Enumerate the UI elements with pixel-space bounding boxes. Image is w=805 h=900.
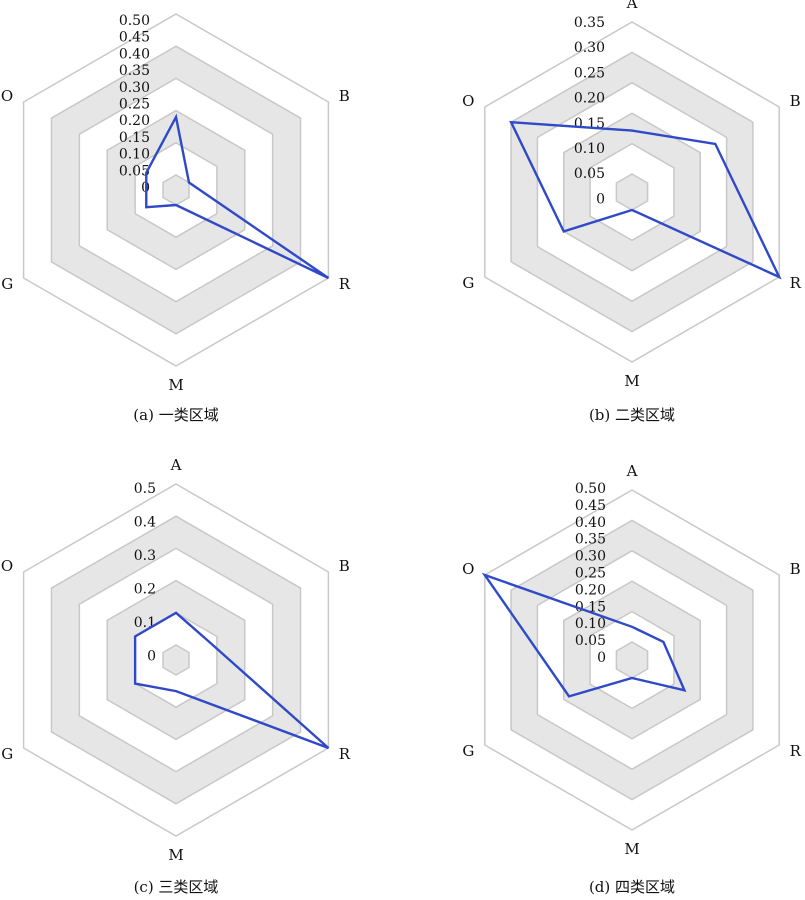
panel-caption: (a) 一类区域: [133, 406, 218, 424]
axis-label-A: A: [170, 456, 182, 474]
tick-label: 0.50: [575, 481, 606, 497]
tick-label: 0: [147, 649, 156, 665]
panel-caption: (b) 二类区域: [589, 406, 675, 424]
tick-label: 0.4: [134, 515, 156, 531]
series-line: [509, 120, 782, 280]
tick-label: 0.50: [119, 13, 150, 29]
tick-label: 0.10: [574, 141, 605, 157]
tick-label: 0.45: [575, 498, 606, 514]
tick-label: 0.20: [575, 582, 606, 598]
axis-label-R: R: [790, 742, 802, 760]
axis-label-O: O: [462, 560, 474, 578]
tick-label: 0.45: [119, 30, 150, 46]
tick-label: 0.25: [119, 97, 150, 113]
axis-label-M: M: [168, 846, 183, 864]
tick-label: 0.30: [574, 40, 605, 56]
axis-label-M: M: [624, 372, 639, 390]
tick-label: 0.30: [119, 80, 150, 96]
axis-label-M: M: [168, 376, 183, 394]
tick-label: 0.40: [119, 46, 150, 62]
tick-label: 0.35: [119, 63, 150, 79]
tick-label: 0.40: [575, 515, 606, 531]
tick-label: 0.2: [134, 582, 156, 598]
tick-label: 0.35: [575, 532, 606, 548]
grid-ring: [162, 644, 190, 676]
tick-label: 0.15: [119, 130, 150, 146]
tick-label: 0.1: [134, 615, 156, 631]
panel-caption: (c) 三类区域: [134, 878, 219, 896]
tick-label: 0.30: [575, 549, 606, 565]
radar-panel-4: ABRMGO00.050.100.150.200.250.300.350.400…: [462, 462, 802, 896]
tick-label: 0.20: [574, 91, 605, 107]
tick-label: 0.10: [575, 616, 606, 632]
radar-panel-1: ABRMGO00.050.100.150.200.250.300.350.400…: [1, 0, 351, 424]
axis-label-B: B: [339, 87, 350, 105]
axis-label-A: A: [626, 462, 638, 480]
series-line: [145, 113, 330, 280]
axis-label-M: M: [624, 840, 639, 858]
axis-label-A: A: [626, 0, 638, 12]
panel-caption: (d) 四类区域: [589, 878, 675, 896]
axis-label-G: G: [1, 745, 13, 763]
tick-label: 0: [596, 191, 605, 207]
axis-label-B: B: [790, 92, 801, 110]
tick-label: 0.05: [574, 166, 605, 182]
axis-label-O: O: [1, 557, 13, 575]
series-line: [481, 572, 687, 698]
axis-label-B: B: [339, 557, 350, 575]
grid-ring: [162, 174, 190, 206]
tick-label: 0.20: [119, 113, 150, 129]
axis-label-O: O: [1, 87, 13, 105]
axis-label-G: G: [1, 275, 13, 293]
tick-label: 0.3: [134, 548, 156, 564]
tick-label: 0: [597, 650, 606, 666]
radar-panel-3: A B R M G O 0 0.1 0.2 0.3 0.4 0.5 (c) 三类区域: [1, 456, 351, 896]
axis-label-R: R: [790, 274, 802, 292]
axis-label-B: B: [790, 560, 801, 578]
tick-label: 0.05: [119, 163, 150, 179]
axis-label-O: O: [462, 92, 474, 110]
axis-label-R: R: [339, 275, 351, 293]
tick-label: 0.25: [575, 566, 606, 582]
axis-label-G: G: [462, 274, 474, 292]
tick-label: 0.05: [575, 633, 606, 649]
series-line: [133, 611, 330, 750]
tick-label: 0.25: [574, 65, 605, 81]
axis-label-G: G: [462, 742, 474, 760]
tick-label: 0.10: [119, 147, 150, 163]
tick-label: 0.35: [574, 15, 605, 31]
axis-label-R: R: [339, 745, 351, 763]
tick-label: 0.5: [134, 481, 156, 497]
tick-label: 0.15: [575, 599, 606, 615]
axis-label-A: A: [170, 0, 182, 4]
